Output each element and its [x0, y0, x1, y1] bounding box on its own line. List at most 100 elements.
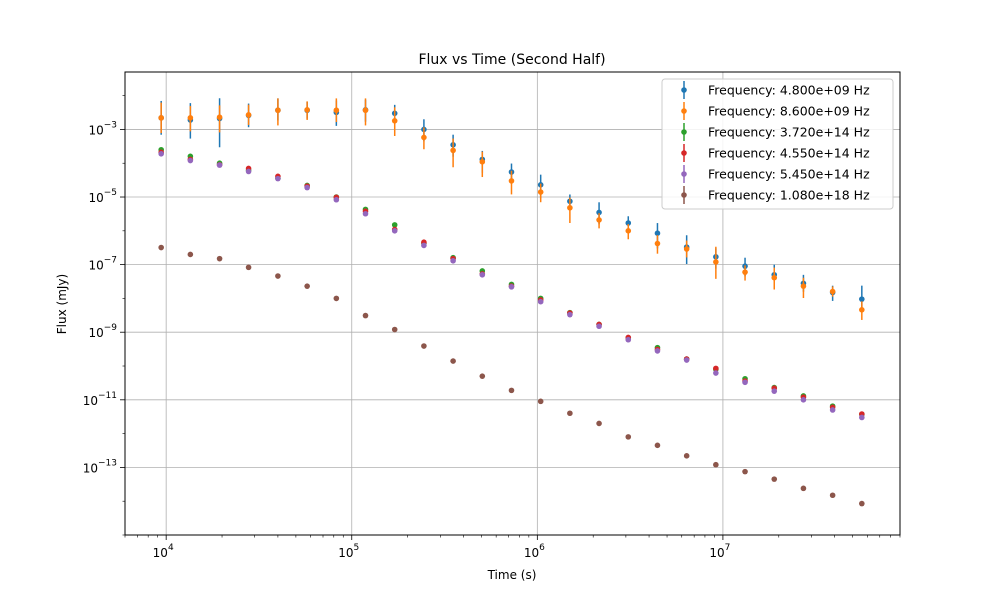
- data-point: [275, 273, 281, 279]
- data-point: [537, 398, 544, 405]
- data-point: [713, 365, 719, 372]
- data-point: [304, 184, 310, 191]
- data-point: [829, 288, 836, 295]
- data-point: [742, 468, 748, 475]
- data-point: [216, 162, 223, 168]
- data-point: [304, 107, 310, 113]
- series-6: [158, 244, 865, 507]
- legend-label: Frequency: 5.450e+14 Hz: [708, 167, 870, 182]
- data-point: [508, 387, 515, 394]
- series-5: [158, 150, 865, 421]
- data-point: [245, 168, 252, 175]
- data-point: [771, 388, 778, 394]
- data-point: [829, 492, 836, 499]
- data-point: [391, 326, 398, 333]
- legend: Frequency: 4.800e+09 Hz Frequency: 8.600e…: [661, 78, 894, 210]
- data-point: [275, 175, 281, 182]
- data-point: [859, 500, 865, 507]
- data-point: [771, 274, 778, 281]
- data-point: [391, 117, 398, 124]
- plot-frame: [124, 71, 901, 536]
- legend-marker: [681, 108, 687, 114]
- data-point: [275, 107, 281, 114]
- chart-title: Flux vs Time (Second Half): [418, 52, 605, 68]
- series-2: [158, 98, 865, 320]
- data-point: [625, 228, 632, 234]
- grid-lines: [125, 72, 900, 535]
- legend-label: Frequency: 8.600e+09 Hz: [708, 104, 870, 119]
- legend-label: Frequency: 1.080e+18 Hz: [708, 188, 870, 203]
- data-point: [450, 358, 456, 364]
- data-point: [742, 269, 748, 275]
- data-point: [187, 115, 194, 121]
- data-point: [391, 228, 398, 234]
- legend-marker: [681, 150, 687, 156]
- data-point: [713, 461, 719, 468]
- data-point: [421, 242, 427, 249]
- data-point: [800, 397, 807, 403]
- data-point: [450, 147, 456, 154]
- data-point: [567, 410, 573, 417]
- data-point: [654, 230, 661, 237]
- data-point: [859, 414, 865, 421]
- data-marks: [158, 98, 865, 507]
- legend-marker: [681, 192, 687, 198]
- data-point: [596, 420, 602, 427]
- data-point: [800, 485, 807, 492]
- data-point: [187, 251, 194, 258]
- data-point: [479, 271, 486, 278]
- data-point: [567, 204, 573, 211]
- data-point: [625, 434, 632, 440]
- legend-box: [661, 78, 894, 210]
- data-point: [625, 336, 632, 343]
- data-point: [245, 264, 252, 271]
- data-point: [596, 209, 602, 216]
- data-point: [537, 298, 544, 305]
- data-point: [479, 159, 486, 165]
- data-point: [771, 476, 778, 482]
- data-point: [683, 246, 690, 252]
- data-point: [391, 222, 398, 228]
- data-point: [333, 196, 340, 203]
- data-point: [479, 373, 486, 379]
- data-point: [713, 259, 719, 265]
- data-point: [333, 107, 340, 114]
- data-point: [158, 115, 164, 121]
- data-point: [362, 210, 369, 217]
- data-point: [713, 370, 719, 376]
- legend-marker: [681, 129, 687, 135]
- data-point: [421, 343, 427, 349]
- y-axis-label: Flux (mJy): [55, 274, 69, 334]
- data-point: [508, 178, 515, 184]
- data-point: [683, 357, 690, 363]
- x-axis-label: Time (s): [487, 568, 537, 582]
- data-point: [654, 240, 661, 247]
- data-point: [567, 311, 573, 318]
- legend-label: Frequency: 3.720e+14 Hz: [708, 125, 870, 140]
- data-point: [596, 217, 602, 223]
- data-point: [800, 283, 807, 289]
- legend-label: Frequency: 4.800e+09 Hz: [708, 83, 870, 98]
- data-point: [625, 220, 632, 226]
- data-point: [333, 295, 340, 302]
- data-point: [829, 407, 836, 413]
- data-point: [216, 114, 223, 120]
- data-point: [421, 134, 427, 141]
- data-point: [654, 442, 661, 449]
- data-point: [362, 107, 369, 114]
- data-point: [742, 379, 748, 386]
- data-point: [508, 284, 515, 290]
- data-point: [245, 112, 252, 118]
- data-point: [158, 150, 164, 157]
- data-point: [537, 189, 544, 195]
- data-point: [450, 257, 456, 264]
- data-point: [304, 283, 310, 289]
- data-point: [859, 296, 865, 302]
- data-point: [654, 348, 661, 354]
- data-point: [859, 307, 865, 313]
- data-point: [216, 255, 223, 262]
- data-point: [158, 244, 164, 251]
- data-point: [362, 312, 369, 319]
- data-point: [683, 453, 690, 459]
